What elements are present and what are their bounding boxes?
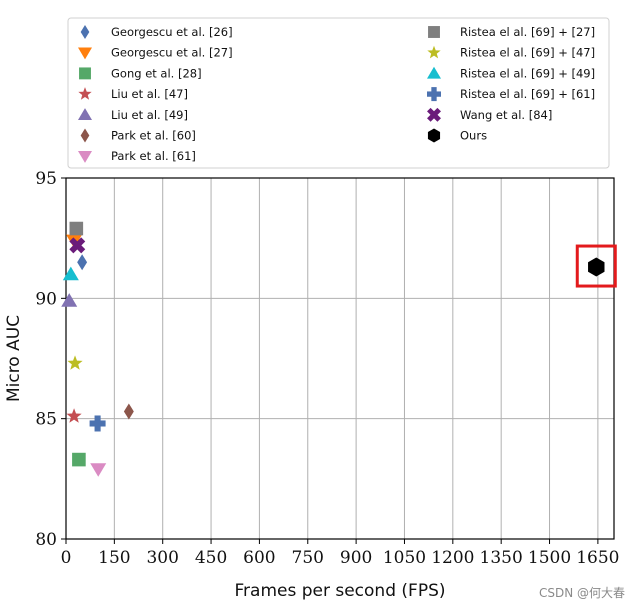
point-wang-et-al-84 — [69, 237, 86, 254]
legend-marker-ristea-el-al-69-27 — [428, 26, 440, 38]
x-tick-label: 600 — [243, 548, 275, 568]
point-park-et-al-60 — [123, 403, 134, 420]
point-liu-et-al-49 — [61, 293, 78, 307]
legend-label-ristea-el-al-69-61: Ristea el al. [69] + [61] — [460, 87, 595, 101]
legend-label-wang-et-al-84: Wang et al. [84] — [460, 108, 552, 122]
x-tick-label: 900 — [340, 548, 372, 568]
point-ristea-el-al-69-49 — [62, 266, 79, 281]
point-ristea-el-al-69-27 — [69, 221, 84, 236]
legend: Georgescu et al. [26] Georgescu et al. [2… — [67, 17, 610, 169]
legend-marker-ristea-el-al-69-47 — [427, 45, 441, 59]
legend-marker-park-et-al-60 — [80, 128, 90, 143]
legend-label-ristea-el-al-69-27: Ristea el al. [69] + [27] — [460, 25, 595, 39]
legend-marker-ristea-el-al-69-61 — [427, 87, 441, 102]
x-tick-label: 1500 — [528, 548, 571, 568]
x-tick-label: 1650 — [576, 548, 619, 568]
legend-marker-liu-et-al-47 — [78, 87, 92, 100]
legend-marker-georgescu-et-al-26 — [80, 25, 90, 39]
legend-marker-park-et-al-61 — [78, 150, 92, 163]
x-tick-label: 750 — [292, 548, 324, 568]
plot-frame — [65, 177, 615, 540]
x-tick-label: 150 — [98, 548, 130, 568]
x-tick-label: 300 — [146, 548, 178, 568]
y-tick-label: 95 — [35, 169, 57, 189]
legend-marker-wang-et-al-84 — [427, 107, 441, 122]
x-tick-label: 1200 — [431, 548, 474, 568]
point-georgescu-et-al-26 — [77, 254, 88, 271]
legend-marker-ours — [427, 128, 441, 143]
y-tick-label: 85 — [35, 410, 57, 430]
legend-label-ours: Ours — [460, 129, 487, 143]
point-ristea-el-al-69-47 — [67, 355, 83, 370]
grid — [66, 178, 614, 539]
legend-label-ristea-el-al-69-47: Ristea el al. [69] + [47] — [460, 46, 595, 60]
x-tick-label: 0 — [61, 548, 72, 568]
watermark: CSDN @何大春 — [538, 586, 625, 600]
legend-marker-gong-et-al-28 — [79, 67, 91, 80]
legend-label-liu-et-al-49: Liu et al. [49] — [111, 108, 188, 122]
legend-marker-ristea-el-al-69-49 — [427, 66, 441, 79]
x-tick-label: 1350 — [480, 548, 523, 568]
point-ristea-el-al-69-61 — [89, 415, 106, 432]
legend-label-park-et-al-60: Park et al. [60] — [111, 129, 196, 143]
point-gong-et-al-28 — [72, 452, 86, 467]
x-tick-label: 1050 — [383, 548, 426, 568]
y-tick-label: 80 — [35, 530, 57, 550]
axes: 0 150 300 450 600 750 900 1050 1200 1350 1500 1650 8… — [35, 169, 619, 568]
data-points — [61, 221, 617, 477]
legend-label-georgescu-et-al-27: Georgescu et al. [27] — [111, 46, 233, 60]
y-tick-label: 90 — [35, 289, 57, 309]
point-liu-et-al-47 — [66, 408, 82, 423]
legend-marker-georgescu-et-al-27 — [78, 47, 92, 60]
highlight-box — [575, 244, 617, 288]
legend-label-georgescu-et-al-26: Georgescu et al. [26] — [111, 25, 233, 39]
legend-label-gong-et-al-28: Gong et al. [28] — [111, 66, 202, 80]
legend-label-ristea-el-al-69-49: Ristea el al. [69] + [49] — [460, 66, 595, 80]
point-ours — [588, 257, 605, 277]
legend-label-park-et-al-61: Park et al. [61] — [111, 149, 196, 163]
legend-marker-liu-et-al-49 — [78, 108, 92, 121]
y-axis-label: Micro AUC — [4, 315, 24, 402]
legend-label-liu-et-al-47: Liu et al. [47] — [111, 87, 188, 101]
point-park-et-al-61 — [90, 463, 107, 477]
x-axis-label: Frames per second (FPS) — [235, 581, 446, 601]
x-tick-label: 450 — [195, 548, 227, 568]
